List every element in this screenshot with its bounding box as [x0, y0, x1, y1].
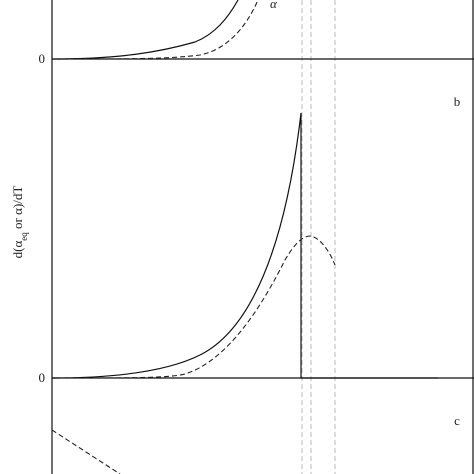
panel-b: b 0 d(αeq or α)/dT [10, 59, 474, 385]
zero-label: 0 [39, 370, 46, 385]
curve-alpha [59, 235, 336, 379]
guide-lines [301, 0, 336, 474]
y-axis-label: d(αeq or α)/dT [10, 186, 29, 259]
panel-label: b [454, 94, 461, 109]
y-label-part: or α)/dT [10, 186, 25, 233]
curve-label: α [270, 0, 278, 11]
curve-eq [51, 112, 438, 379]
curve-alpha [51, 429, 121, 474]
curve-eq [51, 0, 239, 60]
y-label-part: d(α [10, 241, 25, 259]
zero-label: 0 [39, 51, 46, 66]
y-label-sub: eq [19, 232, 29, 241]
curve-alpha [51, 0, 259, 60]
panel-a: 0 α [39, 0, 474, 66]
panel-label: c [454, 413, 460, 428]
panel-c: c [51, 378, 474, 474]
